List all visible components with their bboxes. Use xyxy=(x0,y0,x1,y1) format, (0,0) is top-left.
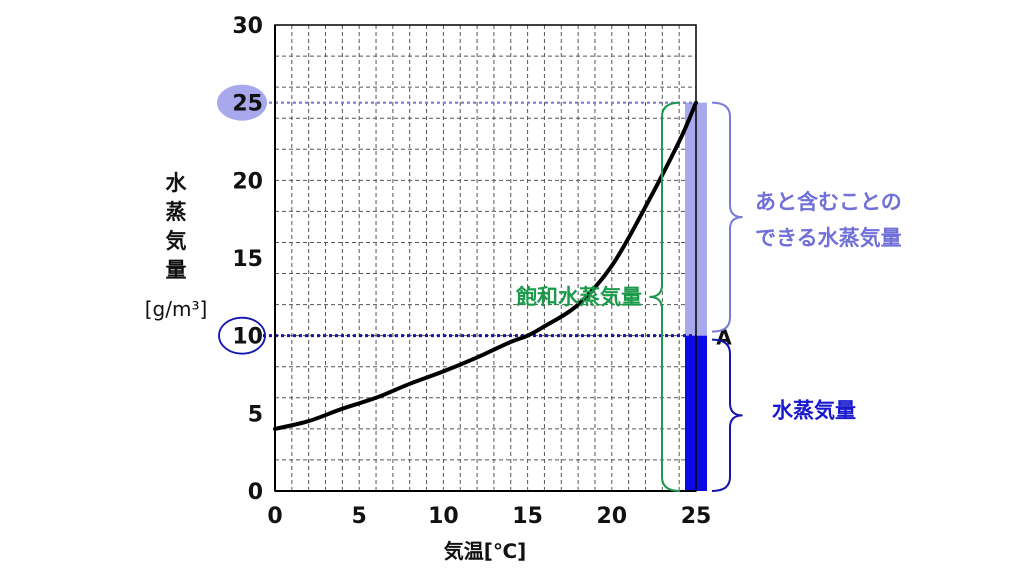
y-tick-label: 20 xyxy=(232,169,263,194)
x-tick-label: 15 xyxy=(512,504,543,529)
vapor-brace xyxy=(711,338,743,492)
y-axis-label-char: 量 xyxy=(166,258,187,282)
x-tick-label: 20 xyxy=(596,504,627,529)
y-tick-label: 25 xyxy=(232,92,263,117)
y-tick-label: 0 xyxy=(248,480,263,505)
y-tick-label: 5 xyxy=(248,402,263,427)
x-tick-label: 0 xyxy=(267,504,282,529)
vapor-annotation: 水蒸気量 xyxy=(772,398,856,422)
tick-labels: 0 5 10 15 20 25 30 0 5 10 15 20 25 水蒸気量 [g/m³] 気温[℃] xyxy=(145,14,712,563)
y-tick-label: 15 xyxy=(232,247,263,272)
x-tick-label: 25 xyxy=(681,504,712,529)
y-axis-label-char: 気 xyxy=(166,229,187,253)
remaining-annotation: あと含むことの xyxy=(755,190,902,214)
highlight-25 xyxy=(217,84,267,121)
x-axis-label: 気温[℃] xyxy=(444,539,527,563)
highlight-10 xyxy=(218,316,266,355)
x-tick-label: 5 xyxy=(352,504,367,529)
axes xyxy=(274,24,697,492)
y-axis-label-char: 蒸 xyxy=(166,200,187,224)
guide-lines xyxy=(263,101,696,338)
remaining-brace xyxy=(711,101,743,333)
grid xyxy=(274,24,697,492)
y-tick-label: 30 xyxy=(232,14,263,39)
y-axis-label-char: 水 xyxy=(166,171,188,195)
y-tick-label: 10 xyxy=(232,325,263,350)
saturation-curve xyxy=(273,100,698,431)
saturation-brace xyxy=(649,101,681,492)
x-tick-label: 10 xyxy=(428,504,459,529)
plot-frame xyxy=(274,24,697,492)
curve-layer xyxy=(273,100,698,431)
remaining-annotation: できる水蒸気量 xyxy=(755,226,902,250)
saturation-annotation: 飽和水蒸気量 xyxy=(515,285,642,309)
y-axis-unit: [g/m³] xyxy=(145,297,208,321)
